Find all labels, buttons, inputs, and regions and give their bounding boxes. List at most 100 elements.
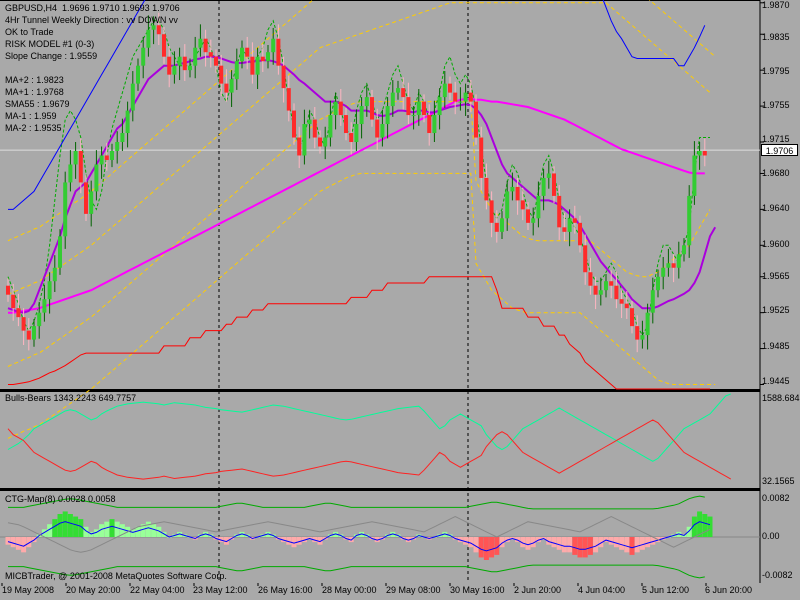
ctg-map-bar (359, 531, 365, 537)
ctg-map-bar (593, 537, 599, 553)
candle-body (692, 155, 697, 196)
ctg-map-bar (317, 537, 323, 545)
ctg-map-bar (218, 537, 224, 543)
candle-body (370, 97, 374, 120)
time-axis-label: 22 May 04:00 (130, 585, 185, 595)
candle-body (240, 47, 244, 62)
bulls-line (7, 393, 731, 462)
candle-body (463, 92, 468, 102)
price-axis-label: 1.9525 (762, 305, 790, 315)
time-axis-label: 26 May 16:00 (258, 585, 313, 595)
candle-body (162, 34, 166, 57)
ctg-map-bar (145, 521, 151, 537)
candle-body (671, 263, 676, 268)
candle-body (411, 115, 416, 117)
ctg-map-bar (10, 537, 16, 548)
stepped-ma-line (8, 276, 710, 390)
ctg-map-bar (26, 537, 32, 548)
ctg-map-bar (52, 519, 58, 537)
ctg-map-bar (639, 537, 645, 550)
candle-body (682, 245, 686, 255)
ctg-map-bar (265, 531, 271, 537)
candle-body (26, 330, 31, 340)
candle-body (286, 88, 291, 111)
candle-body (401, 88, 406, 98)
candle-body (58, 236, 62, 268)
candle-body (546, 173, 551, 178)
info-line-7: MA+1 : 1.9768 (5, 87, 64, 97)
ctg-map-bar (473, 537, 479, 553)
candle-body (323, 137, 328, 147)
ctg-grey-line (7, 516, 711, 553)
ctg-map-bar (624, 537, 630, 553)
time-axis-label: 29 May 08:00 (386, 585, 441, 595)
ctg-map-bar (530, 537, 536, 548)
symbol-info: GBPUSD,H4 1.9696 1.9710 1.9693 1.9706 (5, 3, 180, 13)
ctg-map-bar (577, 537, 583, 558)
candle-body (354, 124, 359, 143)
ctg-map-bar (494, 537, 500, 555)
candle-body (156, 25, 161, 35)
candle-body (73, 150, 78, 165)
candle-body (583, 245, 588, 273)
candle-body (453, 92, 458, 102)
price-axis-label: 1.9565 (762, 271, 790, 281)
ctg-map-bar (374, 537, 380, 543)
candle-body (598, 290, 603, 295)
candle-body (115, 142, 120, 151)
ctg-map-bar (177, 531, 183, 537)
envelope-line (7, 2, 711, 296)
time-axis-label: 30 May 16:00 (450, 585, 505, 595)
candle-body (676, 254, 681, 268)
ctg-map-bar (15, 537, 21, 550)
candle-body (32, 326, 36, 340)
envelope-line (7, 172, 716, 439)
candle-body (110, 150, 114, 160)
bulls-bears-axis-label: 1588.684 (762, 393, 800, 403)
ctg-map-bar (73, 516, 79, 537)
ctg-map-bar (312, 537, 318, 543)
candle-body (120, 133, 125, 143)
price-axis-label: 1.9795 (762, 66, 790, 76)
candle-body (182, 56, 187, 71)
candle-body (702, 150, 707, 156)
ctg-map-bar (572, 537, 578, 555)
info-line-8: SMA55 : 1.9679 (5, 99, 70, 109)
candle-body (515, 186, 520, 201)
candle-body (338, 101, 343, 116)
ctg-map-bar (707, 516, 713, 537)
candle-body (520, 200, 525, 210)
ctg-map-bar (99, 524, 105, 537)
ctg-map-bar (567, 537, 573, 553)
price-axis-label: 1.9835 (762, 32, 790, 42)
candle-body (557, 195, 562, 228)
candle-body (130, 83, 135, 111)
candle-body (203, 38, 208, 53)
candle-body (208, 52, 213, 57)
candle-body (151, 25, 156, 30)
candle-body (224, 83, 229, 93)
candle-body (474, 101, 478, 138)
ctg-map-bar (88, 531, 94, 537)
time-axis-label: 28 May 00:00 (322, 585, 377, 595)
candle-body (266, 52, 270, 62)
candle-body (63, 182, 68, 237)
price-axis-label: 1.9715 (762, 134, 790, 144)
candle-body (645, 312, 650, 336)
candle-body (250, 56, 255, 75)
copyright-footer: MICBTrader, @ 2001-2008 MetaQuotes Softw… (5, 571, 227, 581)
time-axis-label: 6 Jun 20:00 (705, 585, 753, 595)
candle-body (656, 276, 660, 291)
candle-body (541, 177, 546, 196)
ctg-map-bar (333, 531, 339, 537)
ctg-map-bar (203, 531, 209, 537)
ctg-map-bar (109, 519, 115, 537)
candle-body (167, 56, 172, 75)
candle-body (11, 294, 16, 309)
ctg-signal-line (7, 521, 711, 552)
candle-body (536, 195, 541, 219)
ctg-map-bar (645, 537, 651, 548)
ctg-map-bar (702, 514, 708, 537)
candle-body (697, 150, 702, 156)
